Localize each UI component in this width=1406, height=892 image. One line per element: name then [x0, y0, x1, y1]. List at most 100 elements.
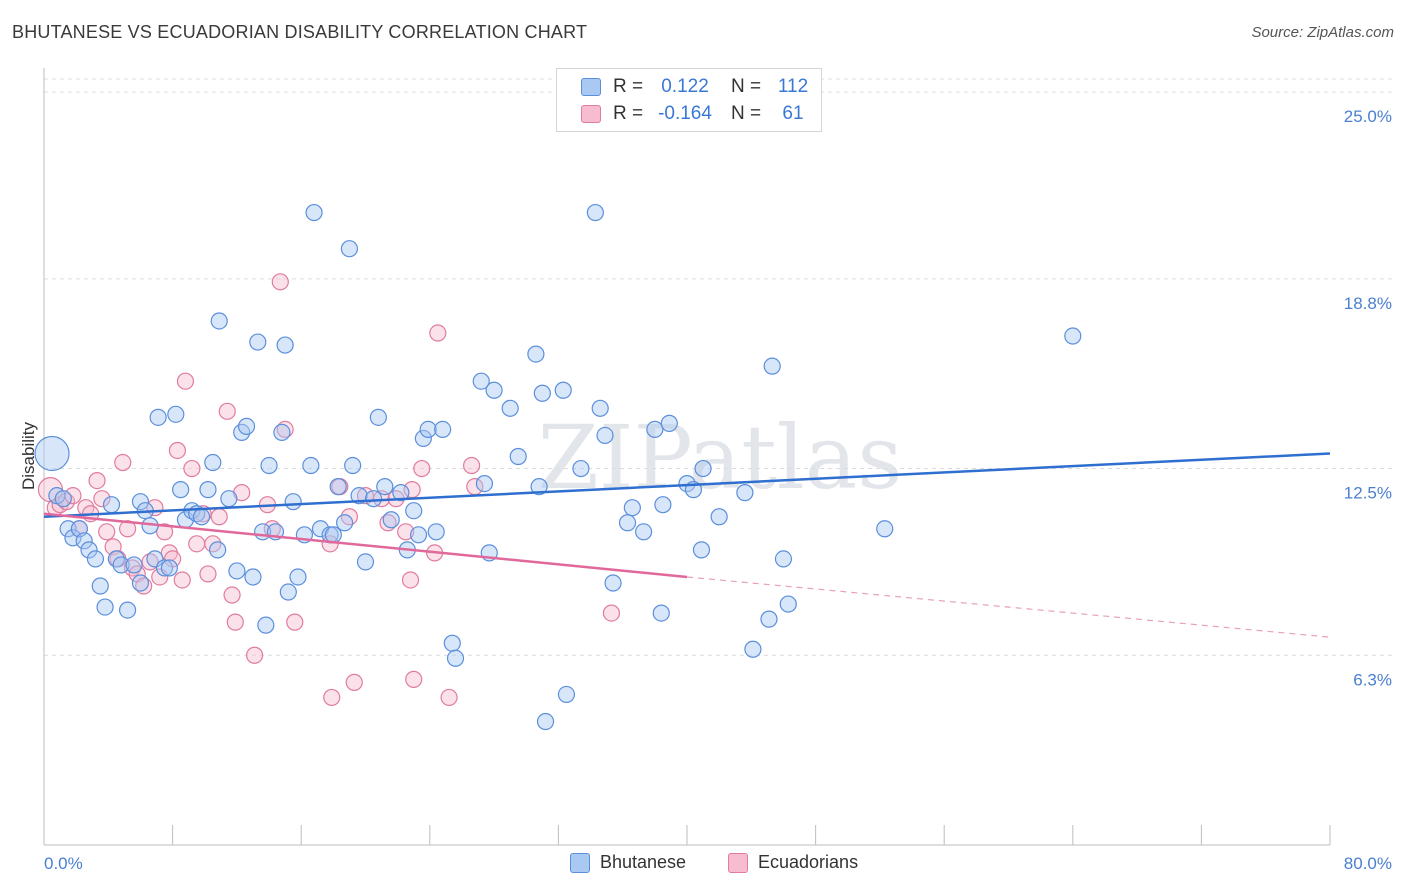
data-point — [623, 499, 641, 517]
gridlines — [44, 78, 1392, 656]
data-point — [618, 514, 637, 532]
data-point — [429, 324, 447, 342]
data-point — [135, 577, 153, 595]
data-point — [485, 381, 503, 399]
data-point — [344, 456, 362, 475]
data-point — [760, 610, 778, 628]
data-point — [572, 459, 590, 478]
data-point — [634, 523, 653, 541]
correlation-legend: R = 0.122 N = 112 R = -0.164 N = 61 — [556, 68, 822, 132]
y-tick-label: 18.8% — [1344, 294, 1392, 313]
data-point — [249, 333, 267, 351]
data-point — [102, 496, 121, 514]
data-point — [220, 490, 238, 508]
data-point — [369, 408, 387, 426]
data-point — [125, 556, 143, 574]
data-point — [427, 523, 445, 541]
data-point — [462, 456, 481, 475]
data-point — [345, 673, 363, 691]
data-point — [446, 649, 465, 667]
data-point — [323, 688, 341, 707]
data-point — [364, 490, 383, 508]
data-point — [392, 484, 410, 502]
axes — [43, 68, 1331, 846]
data-point — [604, 574, 622, 592]
data-point — [646, 420, 664, 438]
data-point — [218, 402, 236, 420]
trend-line-ecuadorians-extension — [686, 576, 1331, 638]
data-point — [204, 453, 222, 472]
data-point — [382, 511, 400, 529]
data-point — [340, 240, 359, 258]
data-point — [654, 496, 672, 514]
source-label: Source: ZipAtlas.com — [1251, 24, 1394, 41]
legend-r-label: R = — [613, 76, 644, 97]
data-point — [530, 478, 548, 496]
data-point — [245, 646, 264, 664]
trend-line-ecuadorians — [43, 512, 688, 579]
data-point — [276, 336, 294, 354]
data-point — [210, 508, 228, 526]
data-point — [155, 559, 174, 577]
data-point — [527, 345, 545, 363]
legend-n-label: N = — [731, 76, 762, 97]
data-point — [276, 420, 294, 438]
legend-n-value: 61 — [782, 103, 804, 124]
data-point — [273, 423, 291, 442]
data-point — [533, 384, 551, 402]
data-point — [271, 273, 289, 291]
data-point — [141, 553, 159, 571]
y-tick-label: 6.3% — [1353, 670, 1392, 689]
y-axis-title: Disability — [19, 421, 38, 490]
data-point — [114, 453, 132, 472]
data-point — [173, 571, 191, 589]
data-point — [536, 712, 555, 731]
data-point — [64, 529, 82, 547]
legend-n-value: 112 — [777, 76, 809, 97]
data-point — [75, 532, 93, 550]
legend-n-label: N = — [731, 103, 762, 124]
data-point — [160, 559, 178, 577]
data-point — [131, 574, 150, 592]
data-point — [244, 568, 262, 586]
data-point — [223, 586, 241, 604]
data-point — [167, 405, 185, 423]
data-point — [405, 670, 423, 688]
data-point — [199, 481, 217, 499]
data-point — [80, 541, 98, 559]
data-point — [1064, 327, 1082, 345]
data-point — [305, 203, 323, 222]
data-point — [155, 523, 174, 541]
legend-r-label: R = — [613, 103, 644, 124]
data-point — [434, 420, 452, 438]
data-point — [168, 441, 187, 460]
data-point — [96, 598, 114, 616]
data-point — [260, 456, 278, 475]
data-point — [192, 508, 211, 526]
data-point — [286, 613, 304, 631]
data-point — [414, 429, 432, 448]
bottom-legend-ecuadorians: Ecuadorians — [728, 852, 858, 873]
data-point — [779, 595, 797, 613]
data-point — [443, 634, 461, 652]
y-tick-label: 25.0% — [1344, 107, 1392, 126]
data-point — [475, 475, 494, 493]
data-point — [591, 399, 609, 417]
x-tick-label-min: 0.0% — [44, 854, 83, 873]
data-point — [350, 487, 368, 505]
series-bhutanese — [34, 203, 1082, 731]
data-point — [736, 484, 754, 502]
bottom-legend-swatch-ecuadorians — [728, 852, 748, 873]
chart-title: BHUTANESE VS ECUADORIAN DISABILITY CORRE… — [12, 22, 588, 42]
series-layer — [34, 203, 1082, 731]
data-point — [34, 435, 70, 472]
data-point — [302, 456, 320, 475]
data-point — [401, 571, 420, 589]
data-point — [596, 426, 614, 445]
data-point — [744, 640, 762, 658]
data-point — [131, 493, 150, 511]
data-point — [379, 514, 397, 532]
data-point — [774, 550, 793, 568]
legend-row-ecuadorians: R = -0.164 N = 61 — [581, 103, 815, 125]
